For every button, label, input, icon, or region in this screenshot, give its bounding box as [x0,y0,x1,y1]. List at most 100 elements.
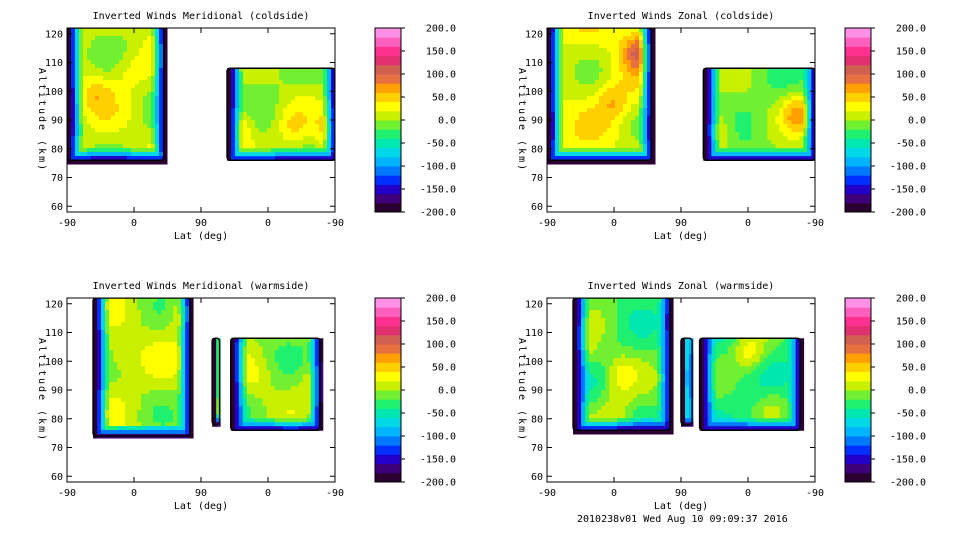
colorbar-segment [375,157,401,167]
y-tick-label: 70 [51,173,63,184]
colorbar-segment [845,418,871,428]
colorbar-segment [375,92,401,102]
chart-title: Inverted Winds Zonal (coldside) [588,11,775,22]
y-tick-label: 120 [525,29,543,40]
colorbar: 200.0150.0100.050.00.0-50.0-100.0-150.0-… [375,294,456,489]
colorbar-segment [845,46,871,56]
colorbar-segment [375,56,401,66]
colorbar-tick-label: 0.0 [908,116,926,127]
colorbar-tick-label: -50.0 [896,139,926,150]
colorbar-segment [845,138,871,148]
colorbar-segment [375,74,401,84]
chart-panel-4: Inverted Winds Zonal (warmside)607080901… [516,281,926,512]
colorbar-tick-label: -150.0 [890,185,926,196]
chart-panel-2: Inverted Winds Zonal (coldside)607080901… [516,11,926,242]
colorbar-tick-label: 100.0 [896,340,926,351]
y-axis-label: Altitude (km) [36,68,47,172]
colorbar-segment [375,111,401,121]
x-tick-label: 90 [195,218,207,229]
x-tick-label: -90 [806,218,824,229]
colorbar-tick-label: 0.0 [438,386,456,397]
colorbar-tick-label: -50.0 [426,409,456,420]
colorbar-segment [845,344,871,354]
colorbar-segment [845,111,871,121]
x-tick-label: 0 [611,488,617,499]
colorbar-tick-label: 150.0 [426,317,456,328]
colorbar-tick-label: -150.0 [890,455,926,466]
chart-title: Inverted Winds Zonal (warmside) [588,281,775,292]
colorbar-segment [845,157,871,167]
data-block-1 [547,28,656,165]
colorbar: 200.0150.0100.050.00.0-50.0-100.0-150.0-… [845,24,926,219]
x-tick-label: 0 [131,218,137,229]
colorbar-tick-label: -100.0 [420,432,456,443]
colorbar-segment [845,148,871,158]
y-tick-label: 80 [531,144,543,155]
data-block-1 [573,298,674,435]
x-tick-label: 0 [611,218,617,229]
colorbar-tick-label: 200.0 [896,294,926,305]
data-block-3 [231,338,324,431]
colorbar-segment [845,175,871,185]
colorbar-segment [375,175,401,185]
y-tick-label: 60 [51,472,63,483]
chart-panel-1: Inverted Winds Meridional (coldside) 60 70… [36,11,456,242]
colorbar-tick-label: -150.0 [420,185,456,196]
colorbar-segment [845,390,871,400]
chart-title: Inverted Winds Meridional (coldside) [93,11,310,22]
colorbar-segment [375,316,401,326]
colorbar-tick-label: 50.0 [902,363,926,374]
colorbar-segment [845,298,871,308]
x-tick-label: 90 [195,488,207,499]
colorbar-segment [375,473,401,483]
data-block-3 [700,338,805,431]
colorbar-segment [845,335,871,345]
colorbar-segment [845,381,871,391]
y-axis-label: Altitude (km) [36,338,47,442]
chart-panel-3: Inverted Winds Meridional (warmside)6070… [36,281,456,512]
colorbar-tick-label: -200.0 [890,478,926,489]
colorbar-segment [845,120,871,130]
y-tick-label: 90 [531,116,543,127]
colorbar-segment [375,399,401,409]
x-tick-label: 0 [265,218,271,229]
colorbar-tick-label: 200.0 [426,294,456,305]
colorbar-segment [375,46,401,56]
data-block-1 [67,28,168,165]
colorbar-segment [375,408,401,418]
y-tick-label: 90 [531,386,543,397]
colorbar-segment [845,316,871,326]
y-tick-label: 120 [45,299,63,310]
colorbar-segment [375,65,401,75]
heatmap-field [547,28,816,165]
colorbar-segment [845,473,871,483]
colorbar-tick-label: 100.0 [896,70,926,81]
x-axis-label: Lat (deg) [654,231,708,242]
data-block-2 [212,338,221,427]
colorbar-segment [375,344,401,354]
colorbar-segment [375,184,401,194]
y-tick-label: 90 [51,386,63,397]
colorbar-segment [375,307,401,317]
y-axis-label: Altitude (km) [516,338,527,442]
heatmap-field [67,28,336,165]
colorbar-tick-label: -100.0 [890,432,926,443]
colorbar-tick-label: -200.0 [890,208,926,219]
chart-title: Inverted Winds Meridional (warmside) [93,281,310,292]
colorbar-segment [375,436,401,446]
colorbar-tick-label: 200.0 [896,24,926,35]
colorbar-segment [845,102,871,112]
colorbar-segment [375,194,401,204]
colorbar-tick-label: -50.0 [426,139,456,150]
heatmap-field [573,298,804,435]
y-tick-label: 80 [531,414,543,425]
colorbar-segment [845,427,871,437]
x-tick-label: -90 [326,218,344,229]
colorbar-tick-label: -50.0 [896,409,926,420]
colorbar-segment [845,454,871,464]
y-tick-label: 60 [51,202,63,213]
colorbar-segment [845,408,871,418]
colorbar-segment [845,445,871,455]
y-tick-label: 80 [51,144,63,155]
